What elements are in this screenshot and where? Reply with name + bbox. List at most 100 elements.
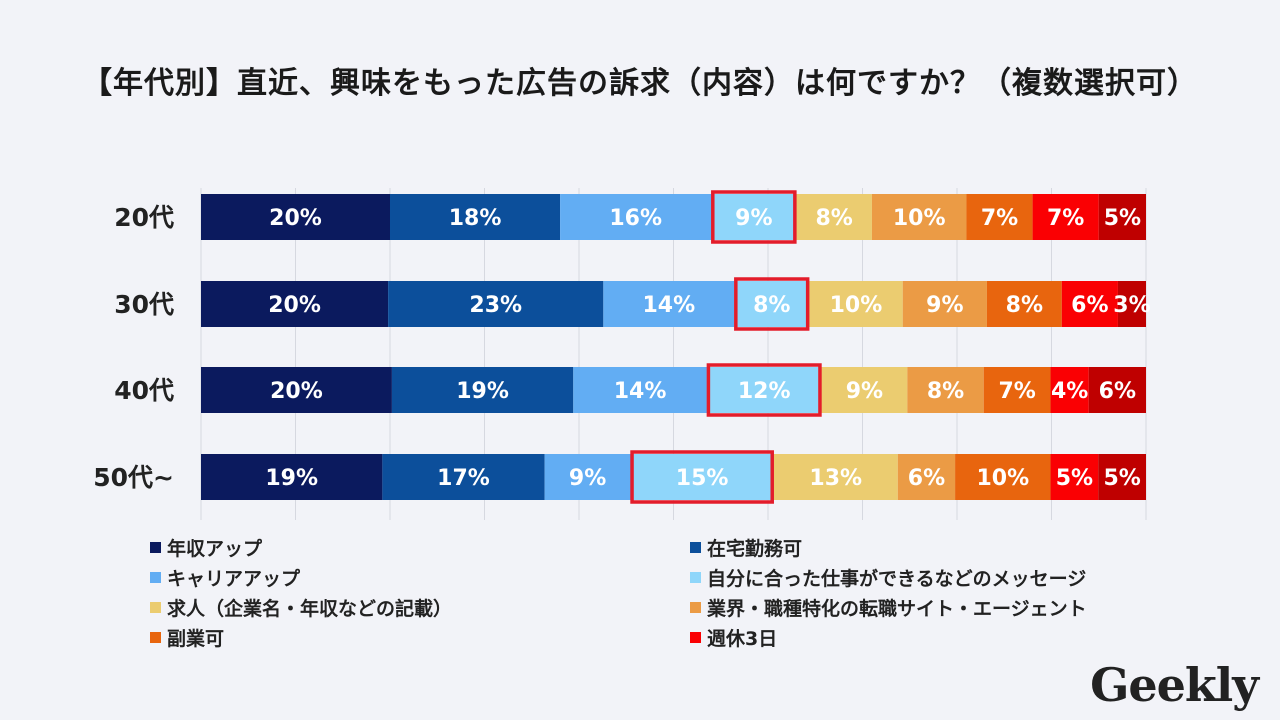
chart-legend: 年収アップ 在宅勤務可キャリアアップ 自分に合った仕事ができるなどのメッセージ求人（… — [150, 533, 1150, 651]
data-label: 12% — [738, 379, 791, 404]
category-label: 20代 — [114, 203, 174, 232]
legend-item: 自分に合った仕事ができるなどのメッセージ — [690, 563, 1150, 591]
data-label: 13% — [809, 466, 862, 491]
data-label: 14% — [614, 379, 667, 404]
data-label: 6% — [908, 466, 945, 491]
legend-swatch — [150, 601, 161, 613]
data-label: 5% — [1056, 466, 1093, 491]
bar-segment — [201, 194, 390, 240]
data-label: 20% — [270, 379, 323, 404]
data-label: 8% — [753, 293, 790, 318]
legend-swatch — [690, 541, 701, 553]
legend-label: 副業可 — [167, 627, 225, 650]
bar-segment — [603, 281, 735, 327]
bar-segment — [1117, 281, 1146, 327]
data-label: 9% — [846, 379, 883, 404]
legend-swatch — [690, 601, 701, 613]
legend-swatch — [690, 571, 701, 583]
legend-item: 副業可 — [150, 623, 690, 651]
bar-segment — [391, 367, 574, 413]
legend-label: 週休3日 — [707, 627, 778, 650]
data-label: 10% — [830, 293, 883, 318]
data-label: 20% — [269, 206, 322, 231]
bar-segment — [1050, 454, 1099, 500]
data-label: 6% — [1099, 379, 1136, 404]
highlight-box — [630, 450, 774, 504]
bar-segment — [201, 454, 383, 500]
bar-segment — [1050, 367, 1089, 413]
legend-item: 週休3日 — [690, 623, 1150, 651]
legend-item: 年収アップ — [150, 533, 690, 561]
bar-segment — [1098, 454, 1146, 500]
bar-segment — [201, 281, 389, 327]
bar-segment — [1032, 194, 1099, 240]
bar-segment — [986, 281, 1062, 327]
data-label: 4% — [1051, 379, 1088, 404]
bar-segment — [388, 281, 604, 327]
legend-label: 求人（企業名・年収などの記載） — [167, 597, 453, 620]
data-label: 7% — [998, 379, 1035, 404]
legend-item: 求人（企業名・年収などの記載） — [150, 593, 690, 621]
bar-segment — [201, 367, 392, 413]
legend-swatch — [150, 541, 161, 553]
bar-segment — [711, 194, 797, 240]
bar-segment — [573, 367, 707, 413]
data-label: 9% — [735, 206, 772, 231]
data-label: 9% — [569, 466, 606, 491]
data-label: 7% — [981, 206, 1018, 231]
bar-segment — [734, 281, 810, 327]
data-label: 8% — [815, 206, 852, 231]
bar-segment — [1098, 194, 1146, 240]
data-label: 19% — [265, 466, 318, 491]
data-label: 14% — [642, 293, 695, 318]
stacked-bar-chart: 20代 20% 18% 16% 9% 8% 10% 7% 7% 5% 30代 20% 23% 14% 8% 1… — [93, 188, 1151, 520]
bar-segment — [983, 367, 1051, 413]
bar-segment — [897, 454, 956, 500]
bar-segment — [907, 367, 984, 413]
data-label: 6% — [1071, 293, 1108, 318]
bar-segment — [630, 454, 774, 500]
data-label: 19% — [456, 379, 509, 404]
legend-swatch — [150, 631, 161, 643]
legend-swatch — [150, 571, 161, 583]
bar-segment — [544, 454, 631, 500]
bar-segment — [1061, 281, 1118, 327]
bar-segment — [560, 194, 712, 240]
bar-segment — [1088, 367, 1146, 413]
legend-label: 業界・職種特化の転職サイト・エージェント — [707, 597, 1087, 620]
data-label: 16% — [609, 206, 662, 231]
highlight-box — [734, 277, 810, 331]
data-label: 8% — [927, 379, 964, 404]
geekly-logo: Geekly — [1090, 658, 1259, 712]
bar-segment — [821, 367, 908, 413]
data-label: 20% — [268, 293, 321, 318]
legend-item: キャリアアップ — [150, 563, 690, 591]
bar-segment — [706, 367, 822, 413]
data-label: 9% — [926, 293, 963, 318]
data-label: 10% — [893, 206, 946, 231]
data-label: 7% — [1047, 206, 1084, 231]
data-label: 5% — [1104, 206, 1141, 231]
legend-label: 年収アップ — [167, 537, 263, 560]
legend-label: 自分に合った仕事ができるなどのメッセージ — [707, 567, 1087, 590]
legend-item: 在宅勤務可 — [690, 533, 1150, 561]
chart-title: 【年代別】直近、興味をもった広告の訴求（内容）は何ですか？（複数選択可） — [82, 66, 1198, 101]
data-label: 17% — [437, 466, 490, 491]
bar-segment — [796, 194, 872, 240]
legend-label: キャリアアップ — [167, 567, 301, 590]
category-label: 50代~ — [93, 463, 174, 492]
bar-segment — [382, 454, 545, 500]
bar-segment — [390, 194, 561, 240]
data-label: 18% — [449, 206, 502, 231]
legend-label: 在宅勤務可 — [707, 537, 803, 560]
data-label: 5% — [1103, 466, 1140, 491]
bar-segment — [902, 281, 987, 327]
bar-segment — [773, 454, 898, 500]
highlight-box — [706, 363, 822, 417]
data-label: 8% — [1006, 293, 1043, 318]
bar-segment — [809, 281, 903, 327]
category-label: 30代 — [114, 290, 174, 319]
bar-segment — [966, 194, 1033, 240]
data-label: 10% — [976, 466, 1029, 491]
bar-segment — [871, 194, 967, 240]
